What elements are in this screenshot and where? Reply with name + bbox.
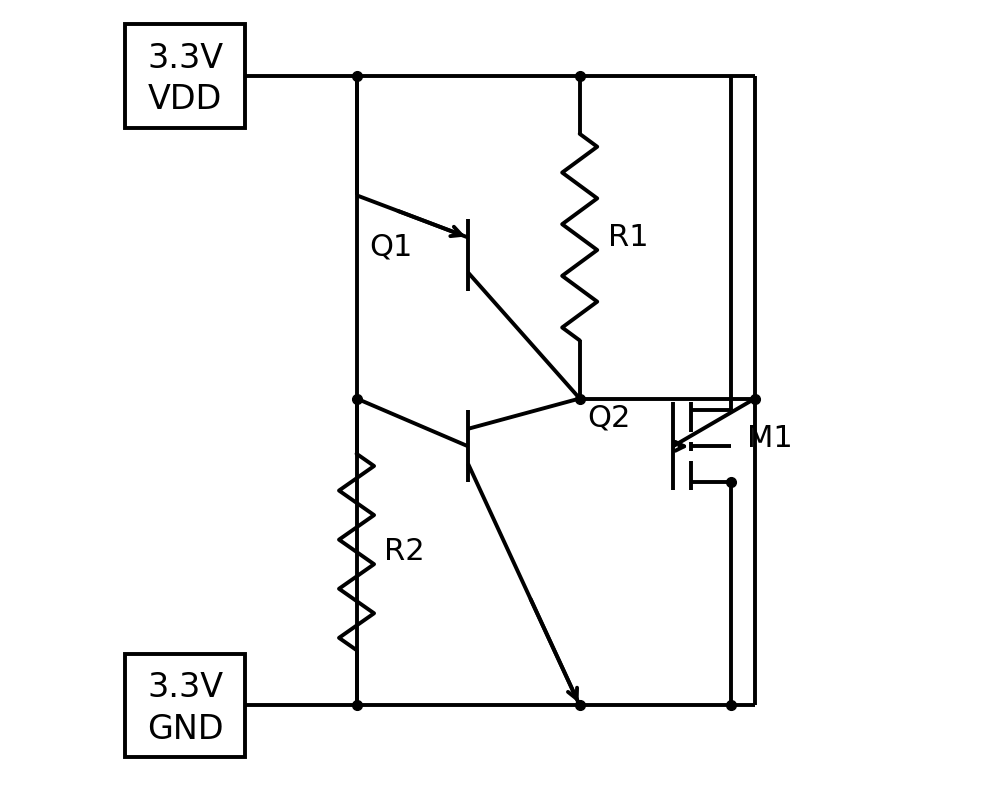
Text: GND: GND: [147, 713, 223, 746]
Text: Q1: Q1: [369, 233, 412, 261]
Text: Q2: Q2: [588, 404, 631, 433]
Text: R1: R1: [608, 222, 648, 252]
Text: R2: R2: [384, 537, 425, 567]
FancyBboxPatch shape: [125, 654, 245, 757]
Text: 3.3V: 3.3V: [147, 41, 223, 75]
Text: M1: M1: [747, 424, 793, 453]
Text: VDD: VDD: [148, 83, 222, 116]
Text: 3.3V: 3.3V: [147, 671, 223, 705]
FancyBboxPatch shape: [125, 24, 245, 128]
